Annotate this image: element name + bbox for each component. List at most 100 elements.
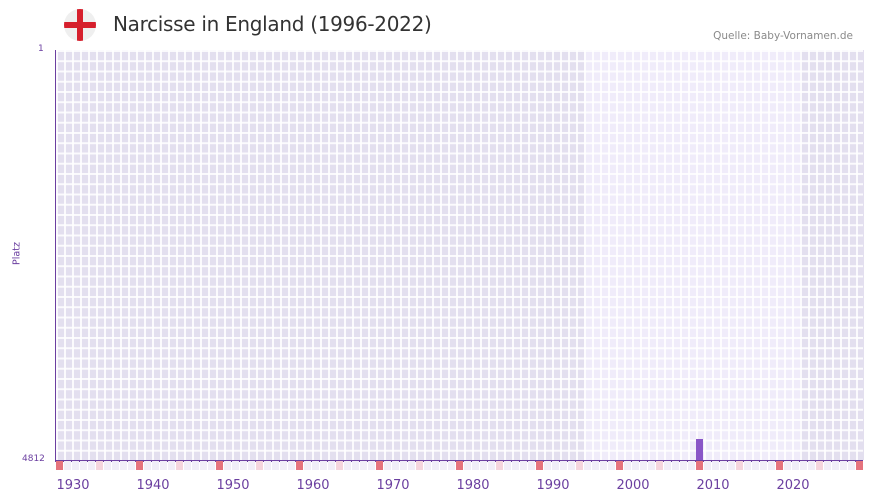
year-tick <box>768 461 775 470</box>
year-tick <box>208 461 215 470</box>
year-tick <box>152 461 159 470</box>
year-tick <box>760 461 767 470</box>
year-tick <box>392 461 399 470</box>
year-tick <box>528 461 535 470</box>
year-tick <box>800 461 807 470</box>
x-tick-label: 1990 <box>536 478 570 493</box>
year-tick <box>232 461 239 470</box>
rank-bar-2010[interactable] <box>696 439 703 460</box>
year-tick <box>288 461 295 470</box>
year-tick <box>176 461 183 470</box>
year-ticks <box>56 461 863 470</box>
year-tick <box>360 461 367 470</box>
year-tick <box>344 461 351 470</box>
year-tick <box>112 461 119 470</box>
year-tick <box>328 461 335 470</box>
year-tick <box>408 461 415 470</box>
year-tick <box>680 461 687 470</box>
year-tick <box>744 461 751 470</box>
x-tick-label: 1940 <box>136 478 170 493</box>
year-tick <box>512 461 519 470</box>
year-tick <box>496 461 503 470</box>
flag-england-icon <box>64 9 96 41</box>
year-tick <box>104 461 111 470</box>
year-tick <box>704 461 711 470</box>
year-tick <box>424 461 431 470</box>
y-tick-top: 1 <box>38 44 44 54</box>
year-tick <box>472 461 479 470</box>
year-tick <box>584 461 591 470</box>
year-tick <box>728 461 735 470</box>
y-axis-line <box>55 50 56 461</box>
year-tick <box>216 461 223 470</box>
year-tick <box>96 461 103 470</box>
year-tick <box>64 461 71 470</box>
year-tick <box>336 461 343 470</box>
year-tick <box>280 461 287 470</box>
year-tick <box>568 461 575 470</box>
grid <box>56 50 863 460</box>
year-tick <box>320 461 327 470</box>
y-tick-bottom: 4812 <box>22 454 45 464</box>
year-tick <box>544 461 551 470</box>
year-tick <box>120 461 127 470</box>
year-tick <box>672 461 679 470</box>
year-tick <box>80 461 87 470</box>
year-tick <box>688 461 695 470</box>
year-tick <box>824 461 831 470</box>
year-tick <box>600 461 607 470</box>
year-tick <box>136 461 143 470</box>
year-tick <box>432 461 439 470</box>
year-tick <box>464 461 471 470</box>
year-tick <box>488 461 495 470</box>
x-tick-label: 1930 <box>56 478 90 493</box>
year-tick <box>248 461 255 470</box>
year-tick <box>312 461 319 470</box>
year-tick <box>264 461 271 470</box>
year-tick <box>656 461 663 470</box>
year-tick <box>368 461 375 470</box>
year-tick <box>376 461 383 470</box>
year-tick <box>184 461 191 470</box>
year-tick <box>56 461 63 470</box>
year-tick <box>480 461 487 470</box>
year-tick <box>608 461 615 470</box>
year-tick <box>256 461 263 470</box>
year-tick <box>160 461 167 470</box>
year-tick <box>712 461 719 470</box>
year-tick <box>352 461 359 470</box>
year-tick <box>576 461 583 470</box>
year-tick <box>224 461 231 470</box>
year-tick <box>640 461 647 470</box>
year-tick <box>128 461 135 470</box>
year-tick <box>192 461 199 470</box>
year-tick <box>440 461 447 470</box>
plot-area <box>56 50 864 460</box>
x-tick-label: 2010 <box>696 478 730 493</box>
year-tick <box>552 461 559 470</box>
x-axis-labels: 1930 1940 1950 1960 1970 1980 1990 2000 2010 2020 <box>0 478 873 498</box>
year-tick <box>808 461 815 470</box>
year-tick <box>384 461 391 470</box>
y-axis-title: Platz <box>11 242 23 265</box>
x-tick-label: 2000 <box>616 478 650 493</box>
year-tick <box>776 461 783 470</box>
year-tick <box>856 461 863 470</box>
year-tick <box>144 461 151 470</box>
year-tick <box>504 461 511 470</box>
year-tick <box>304 461 311 470</box>
chart-title: Narcisse in England (1996-2022) <box>113 12 432 36</box>
x-tick-label: 1970 <box>376 478 410 493</box>
year-tick <box>696 461 703 470</box>
year-tick <box>784 461 791 470</box>
year-tick <box>560 461 567 470</box>
year-tick <box>848 461 855 470</box>
year-tick <box>592 461 599 470</box>
year-tick <box>400 461 407 470</box>
year-tick <box>624 461 631 470</box>
year-tick <box>816 461 823 470</box>
x-tick-label: 1980 <box>456 478 490 493</box>
x-tick-label: 1960 <box>296 478 330 493</box>
year-tick <box>752 461 759 470</box>
year-tick <box>448 461 455 470</box>
